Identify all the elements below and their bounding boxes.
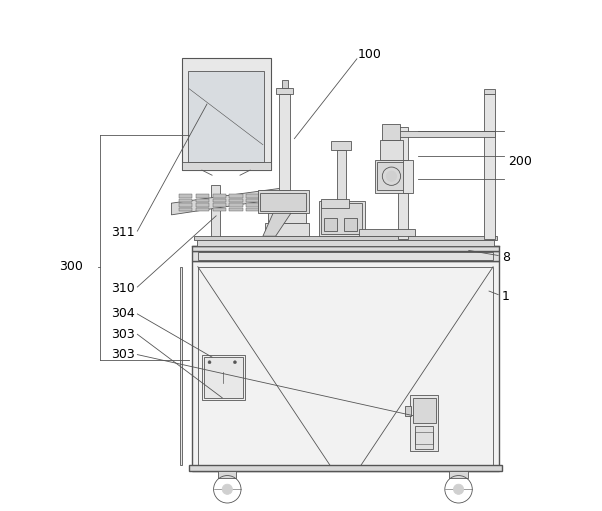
Bar: [229, 208, 243, 211]
Bar: [258, 191, 309, 213]
Bar: [218, 472, 237, 478]
Text: 310: 310: [111, 282, 135, 295]
Circle shape: [208, 361, 211, 364]
Bar: [189, 465, 501, 472]
Bar: [196, 194, 209, 198]
Bar: [319, 201, 365, 236]
Bar: [382, 124, 400, 140]
Bar: [229, 194, 243, 198]
Bar: [213, 208, 226, 211]
Bar: [337, 150, 346, 201]
Bar: [191, 246, 499, 251]
Bar: [415, 432, 433, 444]
Bar: [415, 426, 433, 449]
Circle shape: [386, 171, 397, 181]
Bar: [196, 203, 209, 207]
Bar: [403, 160, 413, 193]
Bar: [198, 252, 493, 260]
Text: 311: 311: [111, 226, 135, 239]
Bar: [282, 80, 288, 88]
Bar: [484, 89, 495, 94]
Bar: [344, 218, 357, 231]
Bar: [321, 199, 349, 208]
Bar: [213, 203, 226, 207]
Bar: [188, 71, 264, 162]
Bar: [179, 194, 192, 198]
Bar: [198, 267, 493, 466]
Bar: [179, 199, 192, 202]
Bar: [246, 194, 259, 198]
Bar: [182, 58, 270, 170]
Bar: [268, 213, 306, 223]
Bar: [279, 94, 290, 191]
Bar: [263, 208, 276, 211]
Text: 1: 1: [501, 290, 510, 303]
Text: 100: 100: [358, 48, 382, 61]
Bar: [213, 194, 226, 198]
Bar: [246, 203, 259, 207]
Bar: [191, 261, 499, 472]
Bar: [229, 199, 243, 202]
Circle shape: [234, 361, 237, 364]
Bar: [182, 162, 270, 170]
Circle shape: [453, 484, 464, 494]
Bar: [196, 208, 209, 211]
Bar: [179, 208, 192, 211]
Bar: [377, 162, 405, 191]
Bar: [191, 251, 499, 261]
Bar: [197, 240, 494, 246]
Polygon shape: [263, 213, 291, 236]
Bar: [202, 355, 245, 400]
Bar: [246, 208, 259, 211]
Bar: [405, 406, 411, 415]
Bar: [374, 160, 408, 193]
Bar: [213, 199, 226, 202]
Text: 303: 303: [111, 348, 135, 361]
Bar: [246, 199, 259, 202]
Bar: [484, 94, 495, 239]
Bar: [321, 203, 362, 234]
Bar: [263, 194, 276, 198]
Bar: [397, 127, 408, 239]
Bar: [211, 185, 220, 246]
Text: 300: 300: [59, 260, 83, 273]
Bar: [411, 396, 438, 451]
Bar: [397, 131, 495, 137]
Bar: [413, 398, 436, 423]
Polygon shape: [172, 188, 283, 215]
Bar: [263, 199, 276, 202]
Circle shape: [222, 484, 232, 494]
Bar: [179, 203, 192, 207]
Text: 200: 200: [508, 155, 532, 168]
Text: 304: 304: [111, 308, 135, 320]
Bar: [205, 357, 243, 398]
Bar: [194, 236, 497, 240]
Bar: [229, 203, 243, 207]
Bar: [332, 141, 351, 150]
Bar: [450, 472, 468, 478]
Bar: [196, 199, 209, 202]
Bar: [179, 267, 182, 466]
Bar: [276, 88, 293, 94]
Text: 8: 8: [501, 250, 510, 264]
Bar: [324, 218, 337, 231]
Bar: [263, 203, 276, 207]
Bar: [380, 140, 403, 160]
Bar: [265, 223, 309, 236]
Bar: [260, 193, 306, 211]
Bar: [359, 228, 415, 236]
Text: 303: 303: [111, 328, 135, 341]
